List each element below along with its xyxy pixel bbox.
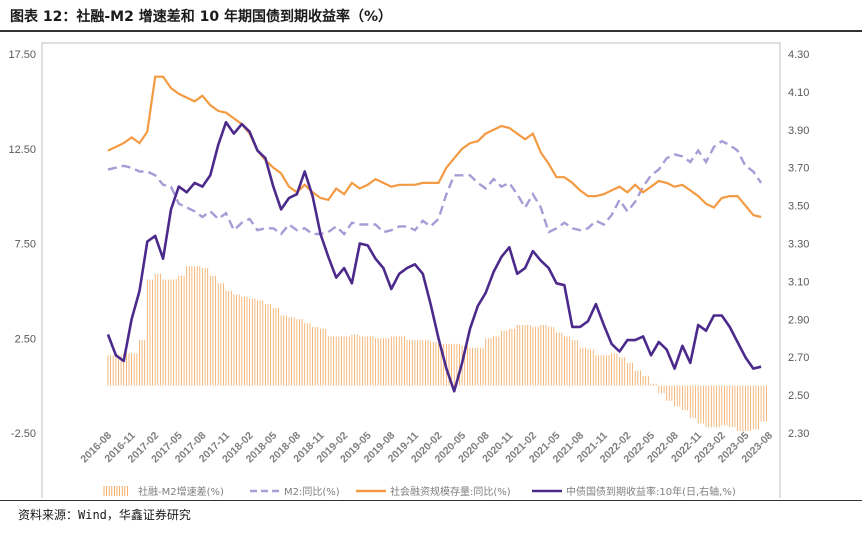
legend-label: 中债国债到期收益率:10年(日,右轴,%) xyxy=(566,485,736,498)
y-left-tick: 12.50 xyxy=(8,144,36,156)
y-left-tick: 7.50 xyxy=(15,239,36,251)
y-left-tick: -2.50 xyxy=(11,428,36,440)
chart: -2.50 2.50 7.50 12.50 17.50 2.30 2.50 2.70 2.90… xyxy=(8,42,809,498)
line-series xyxy=(106,75,763,393)
legend-label: 社融-M2增速差(%) xyxy=(138,485,224,498)
legend-label: 社会融资规模存量:同比(%) xyxy=(390,485,511,498)
y-axis-right: 2.30 2.50 2.70 2.90 3.10 3.30 3.50 3.70 3.90 4.10… xyxy=(788,49,809,440)
bottom-rule xyxy=(0,500,862,501)
y-axis-left: -2.50 2.50 7.50 12.50 17.50 xyxy=(8,49,36,440)
line-tsf-stock-yoy xyxy=(107,75,762,219)
y-left-tick: 2.50 xyxy=(15,333,36,345)
y-right-tick: 2.50 xyxy=(788,390,809,402)
x-axis: 2016-082016-112017-022017-052017-082017-… xyxy=(78,430,775,466)
y-right-tick: 3.90 xyxy=(788,125,809,137)
line-m2-yoy xyxy=(107,139,763,236)
title-rule xyxy=(0,30,862,32)
bar-series xyxy=(107,266,767,432)
y-right-tick: 4.30 xyxy=(788,49,809,61)
legend: 社融-M2增速差(%) M2:同比(%) 社会融资规模存量:同比(%) 中债国债到期收… xyxy=(103,485,736,498)
y-right-tick: 2.90 xyxy=(788,314,809,326)
y-right-tick: 3.30 xyxy=(788,239,809,251)
y-right-tick: 3.50 xyxy=(788,201,809,213)
plot-border xyxy=(41,42,781,498)
y-right-tick: 2.30 xyxy=(788,428,809,440)
y-right-tick: 4.10 xyxy=(788,87,809,99)
y-right-tick: 2.70 xyxy=(788,352,809,364)
source-note: 资料来源：Wind，华鑫证券研究 xyxy=(18,508,191,522)
y-left-tick: 17.50 xyxy=(8,49,36,61)
y-right-tick: 3.70 xyxy=(788,163,809,175)
legend-label: M2:同比(%) xyxy=(284,486,340,498)
line-10y-bond-yield xyxy=(106,120,762,393)
y-right-tick: 3.10 xyxy=(788,276,809,288)
figure-title: 图表 12：社融-M2 增速差和 10 年期国债到期收益率（%） xyxy=(10,9,392,25)
